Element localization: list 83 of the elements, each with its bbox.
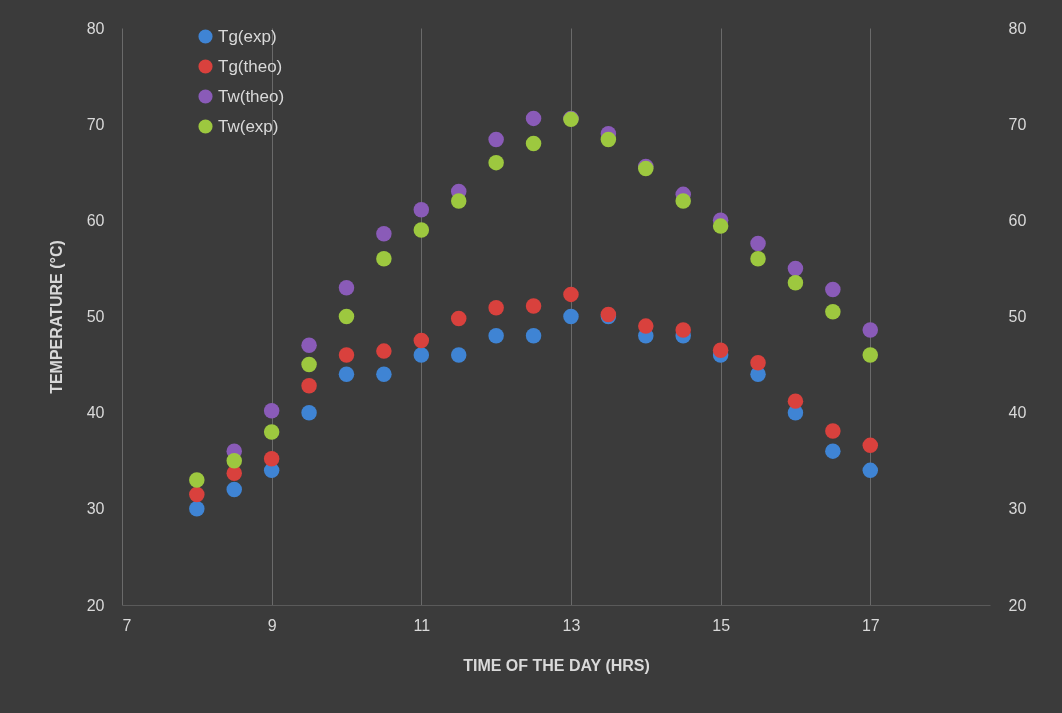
point	[825, 443, 841, 459]
point	[376, 226, 392, 242]
y-tick-label: 70	[86, 115, 105, 133]
point	[862, 322, 879, 338]
point	[301, 404, 317, 421]
point	[750, 251, 766, 267]
point	[712, 218, 729, 234]
point	[862, 437, 879, 454]
point	[488, 300, 504, 316]
point	[450, 347, 467, 363]
point	[413, 332, 430, 349]
y-tick-label: 80	[86, 19, 105, 37]
point	[450, 193, 467, 209]
point	[301, 378, 317, 394]
point	[338, 308, 355, 325]
point	[413, 222, 430, 238]
point	[525, 110, 542, 127]
point	[825, 423, 841, 439]
point	[376, 343, 392, 359]
point	[376, 366, 392, 382]
point	[450, 310, 467, 327]
point	[263, 403, 280, 419]
point	[488, 154, 504, 171]
point	[413, 347, 430, 363]
point	[413, 202, 430, 218]
y2-tick-label: 80	[1008, 19, 1027, 37]
x-tick-label: 9	[267, 616, 277, 634]
point	[189, 486, 205, 503]
y-tick-label: 20	[86, 596, 105, 614]
x-tick-label: 11	[413, 616, 431, 634]
point	[675, 322, 691, 338]
point	[862, 462, 879, 479]
point	[825, 281, 841, 298]
y-tick-label: 60	[86, 211, 105, 229]
point	[563, 286, 579, 303]
point	[226, 453, 242, 469]
point	[189, 472, 205, 488]
point	[862, 347, 879, 363]
point	[301, 356, 317, 373]
point	[338, 279, 355, 296]
point	[750, 235, 766, 252]
y2-tick-label: 60	[1008, 211, 1027, 229]
x-tick-label: 7	[122, 616, 132, 634]
point	[488, 131, 504, 148]
point	[189, 501, 205, 517]
y2-tick-label: 40	[1008, 404, 1027, 422]
legend-label: Tw(exp)	[218, 116, 279, 136]
point	[226, 481, 242, 498]
point	[638, 318, 654, 334]
legend-label: Tg(theo)	[218, 56, 283, 76]
point	[338, 347, 355, 363]
point	[787, 275, 804, 291]
y-tick-label: 40	[86, 404, 105, 422]
x-axis-title: TIME OF THE DAY (HRS)	[463, 656, 650, 674]
y-tick-label: 50	[86, 308, 105, 325]
point	[787, 393, 804, 409]
point	[825, 303, 841, 320]
point	[525, 298, 542, 314]
point	[563, 308, 579, 325]
point	[376, 251, 392, 267]
point	[750, 354, 766, 371]
y2-tick-label: 20	[1008, 596, 1027, 614]
point	[263, 424, 280, 440]
point	[488, 328, 504, 344]
legend-label: Tw(theo)	[218, 86, 285, 106]
point	[712, 342, 729, 358]
y2-tick-label: 30	[1008, 500, 1027, 518]
point	[525, 135, 542, 152]
x-tick-label: 13	[562, 616, 581, 634]
point	[787, 260, 804, 277]
y2-tick-label: 70	[1008, 115, 1027, 133]
point	[675, 193, 691, 209]
y-axis-title: TEMPERATURE (°C)	[47, 240, 65, 394]
point	[600, 131, 617, 148]
y2-tick-label: 50	[1008, 308, 1027, 325]
point	[263, 451, 280, 467]
point	[301, 337, 317, 354]
point	[525, 328, 542, 344]
x-tick-label: 15	[712, 616, 731, 634]
point	[338, 366, 355, 382]
legend-label: Tg(exp)	[218, 26, 277, 46]
x-tick-label: 17	[861, 616, 880, 634]
y-tick-label: 30	[86, 500, 105, 518]
